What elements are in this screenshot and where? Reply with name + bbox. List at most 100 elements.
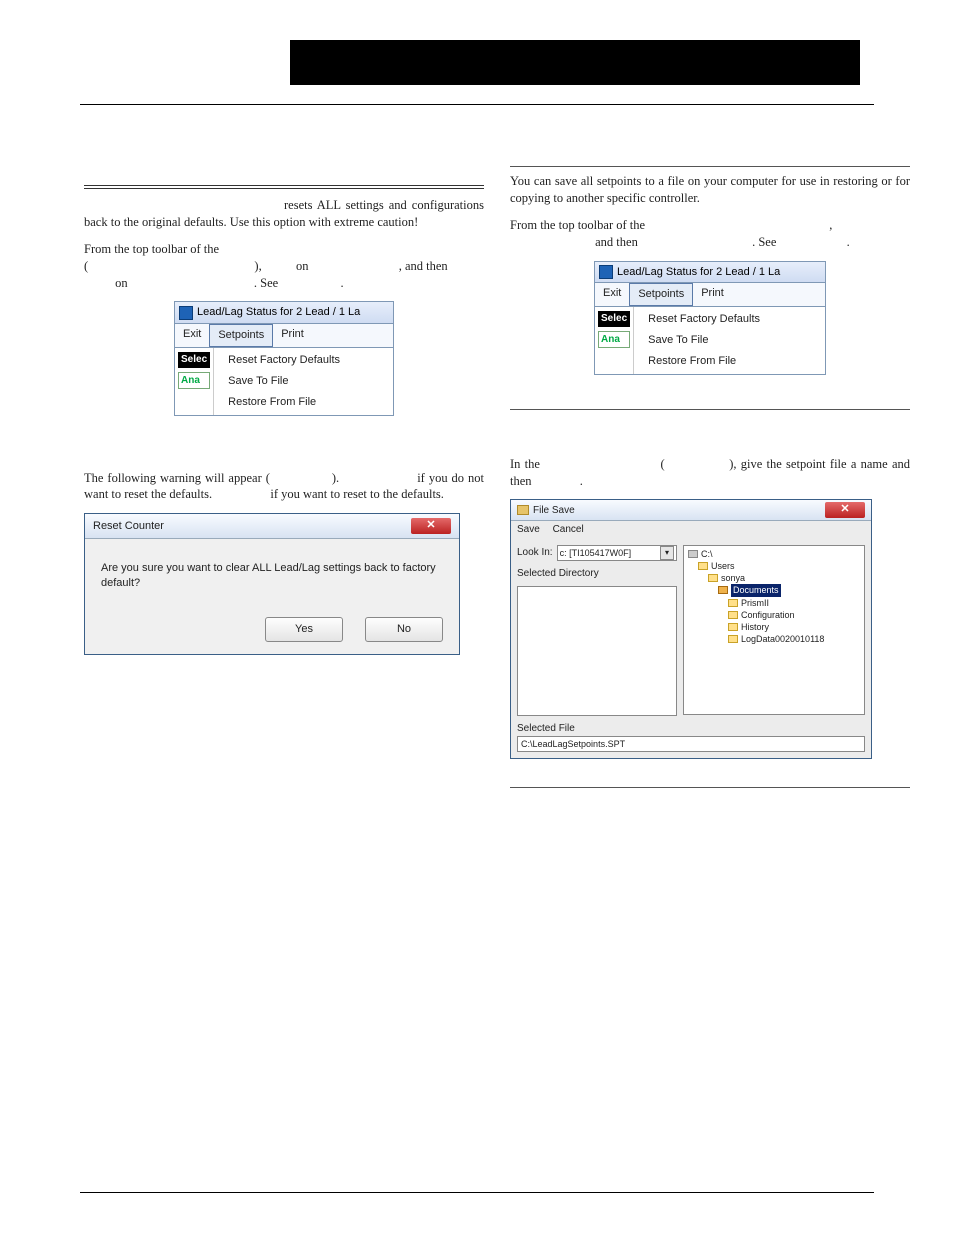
section-rule <box>510 166 910 167</box>
folder-tree[interactable]: C:\UserssonyaDocumentsPrismIIConfigurati… <box>683 545 865 715</box>
tree-row[interactable]: sonya <box>688 572 860 584</box>
left-warning-text: The following warning will appear ( ). i… <box>84 470 484 504</box>
tree-label: LogData0020010118 <box>741 633 824 645</box>
section-rule <box>510 409 910 410</box>
lookin-value: c: [TI105417W0F] <box>560 547 632 559</box>
header-rule <box>80 104 874 105</box>
dialog-titlebar: Reset Counter ✕ <box>85 514 459 539</box>
folder-open-icon <box>718 586 728 594</box>
left-column: resets ALL settings and configurations b… <box>84 185 484 655</box>
tree-label: C:\ <box>701 548 713 560</box>
dialog-title: File Save <box>533 504 575 518</box>
menu-setpoints[interactable]: Setpoints <box>209 324 273 347</box>
folder-icon <box>728 611 738 619</box>
window-titlebar: Lead/Lag Status for 2 Lead / 1 La <box>595 262 825 284</box>
drive-icon <box>688 550 698 558</box>
yes-button[interactable]: Yes <box>265 617 343 642</box>
selected-dir-label: Selected Directory <box>517 567 677 581</box>
txt: on <box>115 276 128 290</box>
menu-exit[interactable]: Exit <box>175 324 209 347</box>
side-tags: Selec Ana <box>595 307 634 374</box>
save-menu[interactable]: Save <box>517 524 540 535</box>
menu-item-restore-from-file[interactable]: Restore From File <box>214 392 393 413</box>
side-tags: Selec Ana <box>175 348 214 415</box>
menu-print[interactable]: Print <box>273 324 312 347</box>
dialog-title: Reset Counter <box>93 519 164 534</box>
file-save-dialog: File Save ✕ Save Cancel Look In: c: [TI1… <box>510 499 872 759</box>
txt: ), give the setpoint file a name and the… <box>510 457 910 488</box>
right-step2: In the ( ), give the setpoint file a nam… <box>510 456 910 490</box>
left-step1: From the top toolbar of the ( ), on , an… <box>84 241 484 292</box>
folder-icon <box>708 574 718 582</box>
folder-icon <box>728 635 738 643</box>
tree-row[interactable]: PrismII <box>688 597 860 609</box>
right-step1: From the top toolbar of the , and then .… <box>510 217 910 251</box>
txt: ( <box>84 259 88 273</box>
menu-item-restore-from-file[interactable]: Restore From File <box>634 351 825 372</box>
window-title: Lead/Lag Status for 2 Lead / 1 La <box>617 265 780 280</box>
txt: ). <box>332 471 339 485</box>
txt: . <box>340 276 343 290</box>
txt: From the top toolbar of the <box>510 218 645 232</box>
dialog-titlebar: File Save ✕ <box>511 500 871 521</box>
dialog-menubar: Save Cancel <box>511 521 871 539</box>
folder-icon <box>728 599 738 607</box>
close-icon[interactable]: ✕ <box>825 502 865 518</box>
txt: . See <box>752 235 776 249</box>
txt: . <box>847 235 850 249</box>
cancel-menu[interactable]: Cancel <box>553 524 584 535</box>
tree-label: History <box>741 621 769 633</box>
no-button[interactable]: No <box>365 617 443 642</box>
menubar: Exit Setpoints Print <box>595 283 825 307</box>
menu-item-reset-defaults[interactable]: Reset Factory Defaults <box>634 309 825 330</box>
footer-rule <box>80 1192 874 1193</box>
txt: . See <box>254 276 278 290</box>
right-column: You can save all setpoints to a file on … <box>510 160 910 794</box>
lookin-dropdown[interactable]: c: [TI105417W0F] ▾ <box>557 545 677 561</box>
tag-ana: Ana <box>598 331 630 349</box>
folder-icon <box>517 505 529 515</box>
dialog-body: Are you sure you want to clear ALL Lead/… <box>85 539 459 609</box>
tree-row[interactable]: LogData0020010118 <box>688 633 860 645</box>
window-titlebar: Lead/Lag Status for 2 Lead / 1 La <box>175 302 393 324</box>
menu-item-save-to-file[interactable]: Save To File <box>214 371 393 392</box>
chevron-down-icon[interactable]: ▾ <box>660 546 674 560</box>
menu-item-save-to-file[interactable]: Save To File <box>634 330 825 351</box>
menu-item-reset-defaults[interactable]: Reset Factory Defaults <box>214 350 393 371</box>
txt: if you want to reset to the defaults. <box>270 487 444 501</box>
header-black-band <box>290 40 860 85</box>
txt: ), <box>254 259 261 273</box>
menu-exit[interactable]: Exit <box>595 283 629 306</box>
reset-counter-dialog: Reset Counter ✕ Are you sure you want to… <box>84 513 460 655</box>
txt: on <box>296 259 309 273</box>
selected-dir-box[interactable] <box>517 586 677 716</box>
window-title: Lead/Lag Status for 2 Lead / 1 La <box>197 305 360 320</box>
txt: In the <box>510 457 540 471</box>
menu-print[interactable]: Print <box>693 283 732 306</box>
txt: From the top toolbar of the <box>84 242 219 256</box>
reset-intro: resets ALL settings and configurations b… <box>84 197 484 231</box>
app-icon <box>179 306 193 320</box>
tree-row[interactable]: C:\ <box>688 548 860 560</box>
tree-row[interactable]: Configuration <box>688 609 860 621</box>
tree-row[interactable]: Users <box>688 560 860 572</box>
tree-label: Users <box>711 560 735 572</box>
save-intro: You can save all setpoints to a file on … <box>510 173 910 207</box>
txt: , and then <box>399 259 448 273</box>
tree-label: Documents <box>731 584 781 596</box>
selected-file-input[interactable]: C:\LeadLagSetpoints.SPT <box>517 736 865 752</box>
tree-row[interactable]: History <box>688 621 860 633</box>
tree-row[interactable]: Documents <box>688 584 860 596</box>
setpoints-dropdown: Reset Factory Defaults Save To File Rest… <box>214 348 393 415</box>
menu-setpoints[interactable]: Setpoints <box>629 283 693 306</box>
selected-file-label: Selected File <box>517 723 575 734</box>
setpoints-dropdown: Reset Factory Defaults Save To File Rest… <box>634 307 825 374</box>
close-icon[interactable]: ✕ <box>411 518 451 534</box>
txt: . <box>580 474 583 488</box>
tree-label: sonya <box>721 572 745 584</box>
tree-label: Configuration <box>741 609 795 621</box>
txt: and then <box>595 235 638 249</box>
txt: ( <box>660 457 664 471</box>
lookin-label: Look In: <box>517 546 553 560</box>
tree-label: PrismII <box>741 597 769 609</box>
